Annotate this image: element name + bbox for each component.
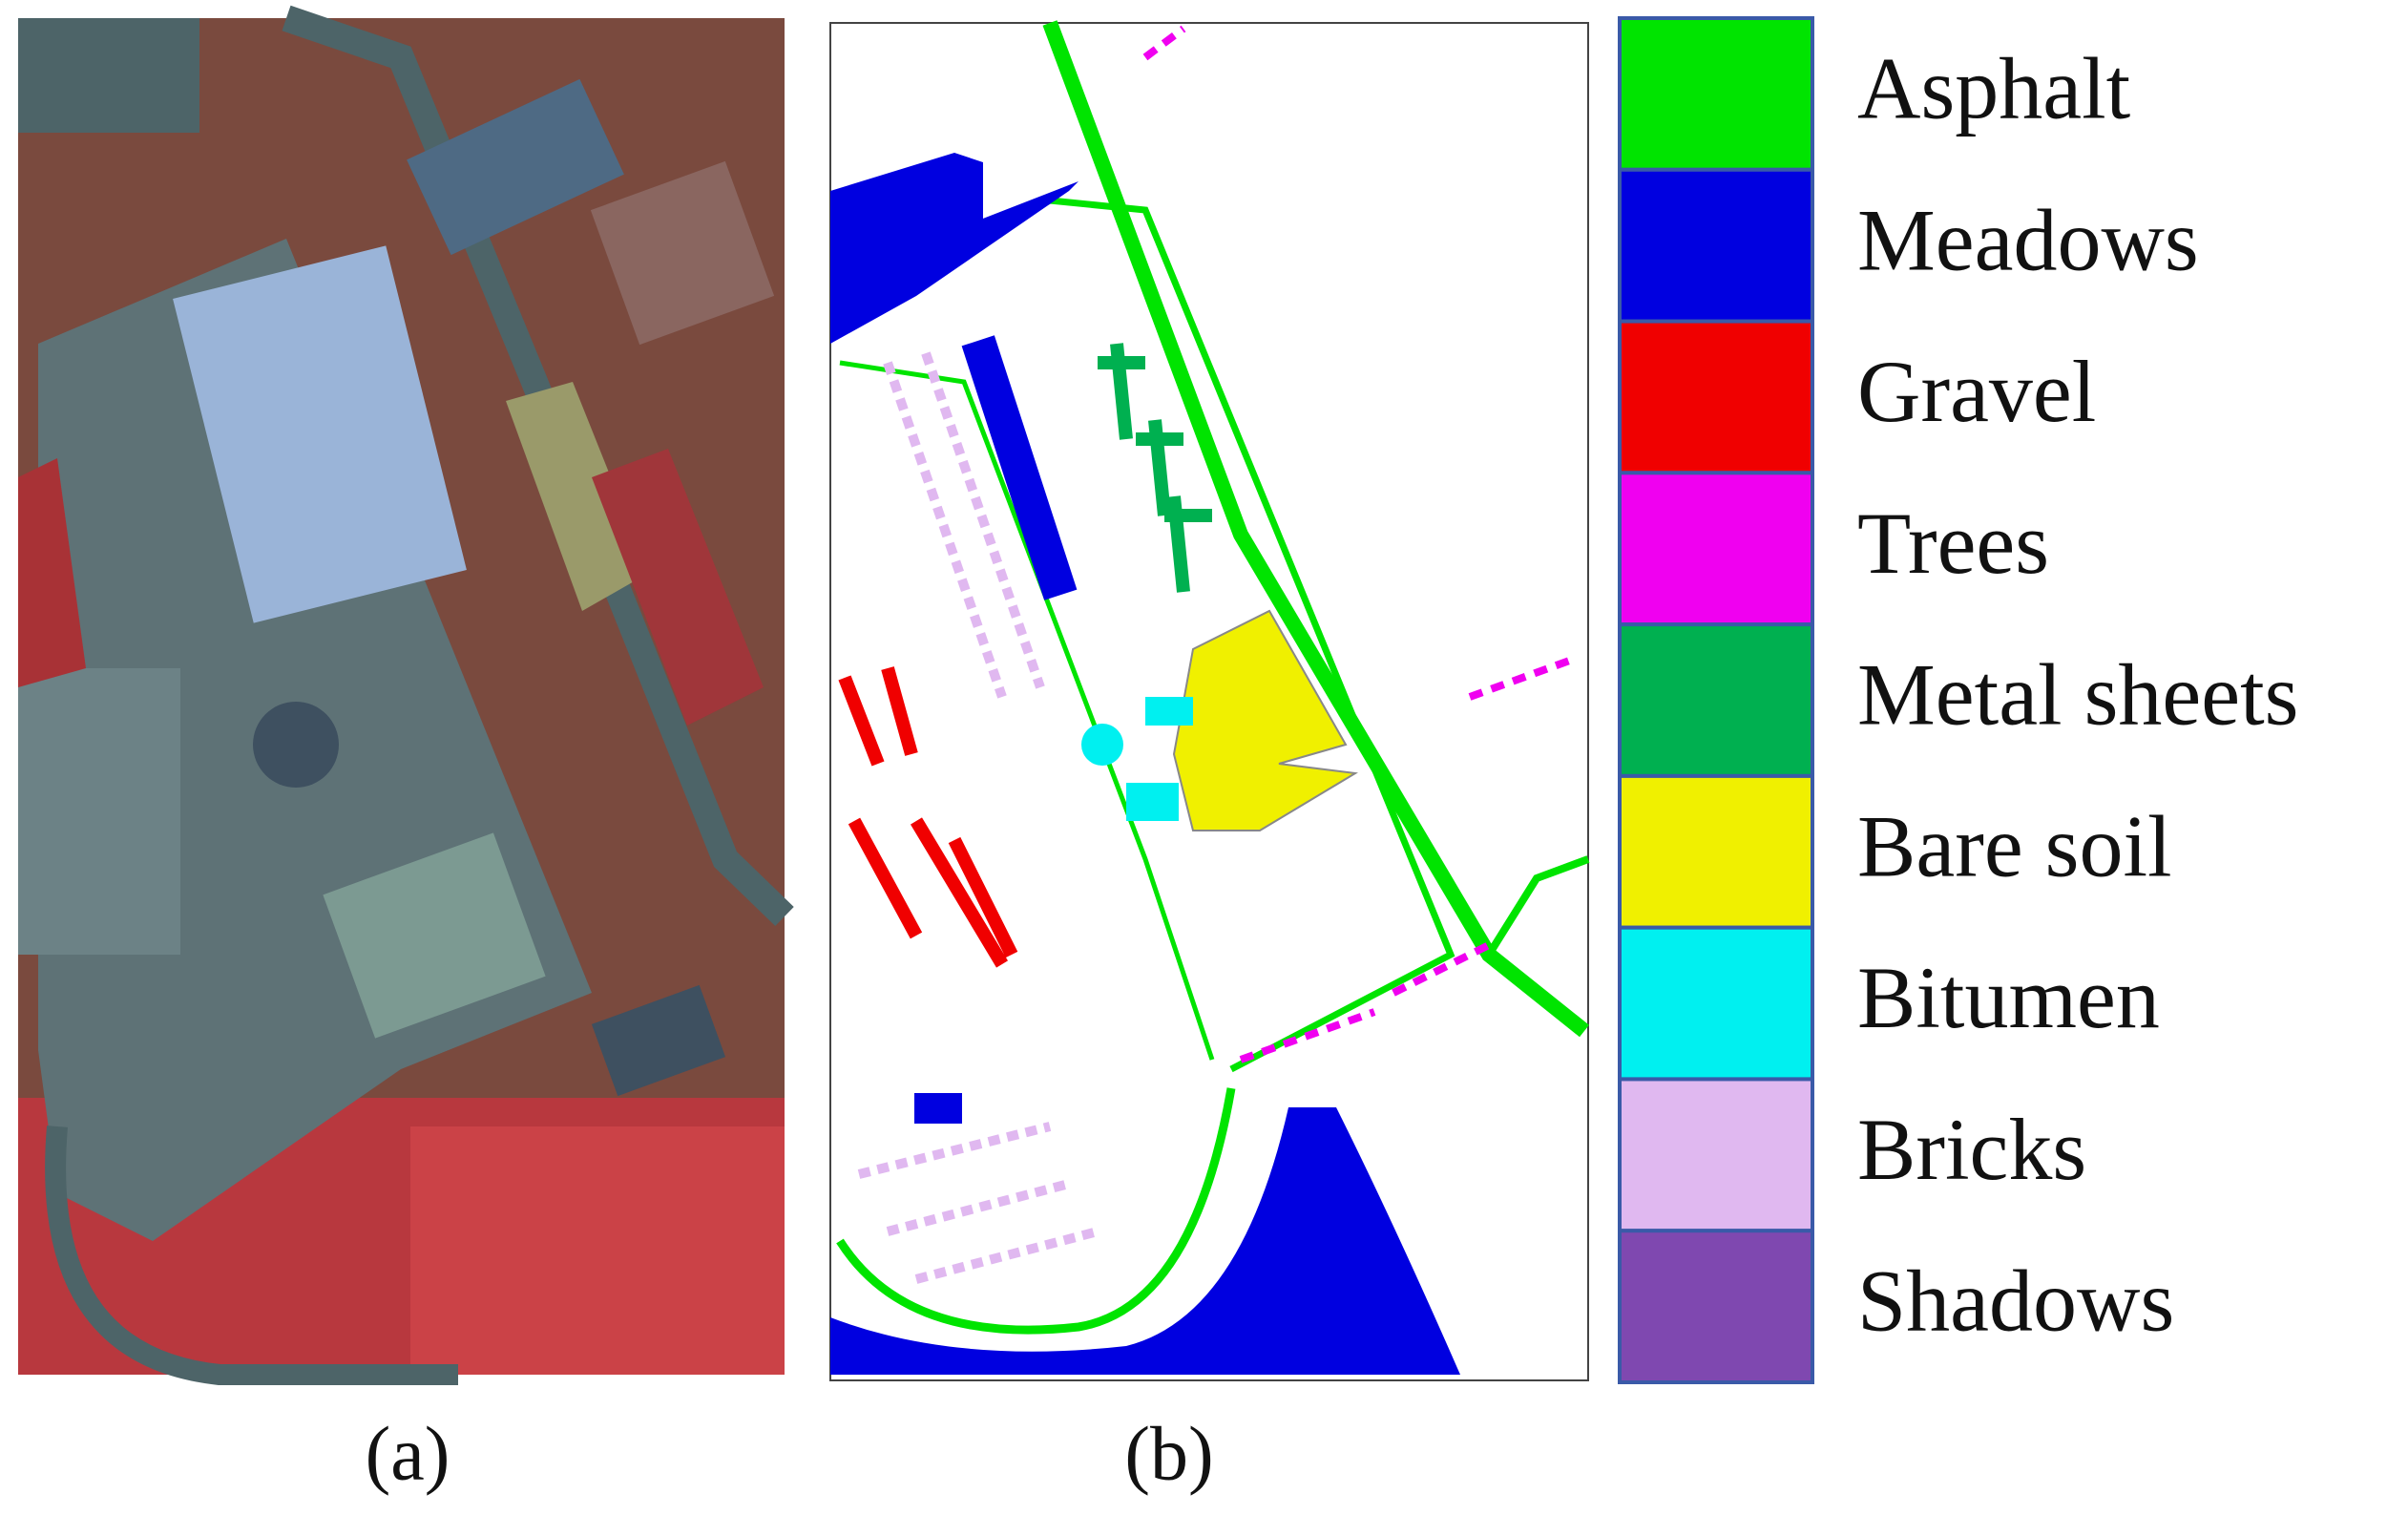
panel-caption: (a) [366,1412,450,1496]
legend-label: Trees [1857,494,2049,592]
legend: Asphalt Meadows Gravel Trees Metal sheets Bar… [1618,16,2298,1384]
legend-label: Bare soil [1857,797,2172,894]
legend-swatch [1618,167,1814,324]
false-color-image [18,5,794,1385]
legend-label: Metal sheets [1857,646,2298,744]
legend-swatch [1618,622,1814,778]
legend-label: Gravel [1857,343,2096,440]
legend-swatch [1618,1077,1814,1233]
legend-label: Bitumen [1857,949,2160,1046]
legend-swatch [1618,773,1814,930]
legend-swatch [1618,16,1814,172]
panel-caption: (b) [1124,1412,1213,1496]
legend-swatch [1618,319,1814,475]
legend-swatch [1618,1229,1814,1384]
legend-label: Asphalt [1857,39,2131,137]
ground-truth-map [829,20,1590,1381]
legend-swatch [1618,471,1814,627]
legend-swatch [1618,925,1814,1082]
legend-label: Meadows [1857,191,2199,288]
legend-label: Bricks [1857,1101,2086,1198]
legend-label: Shadows [1857,1252,2174,1350]
